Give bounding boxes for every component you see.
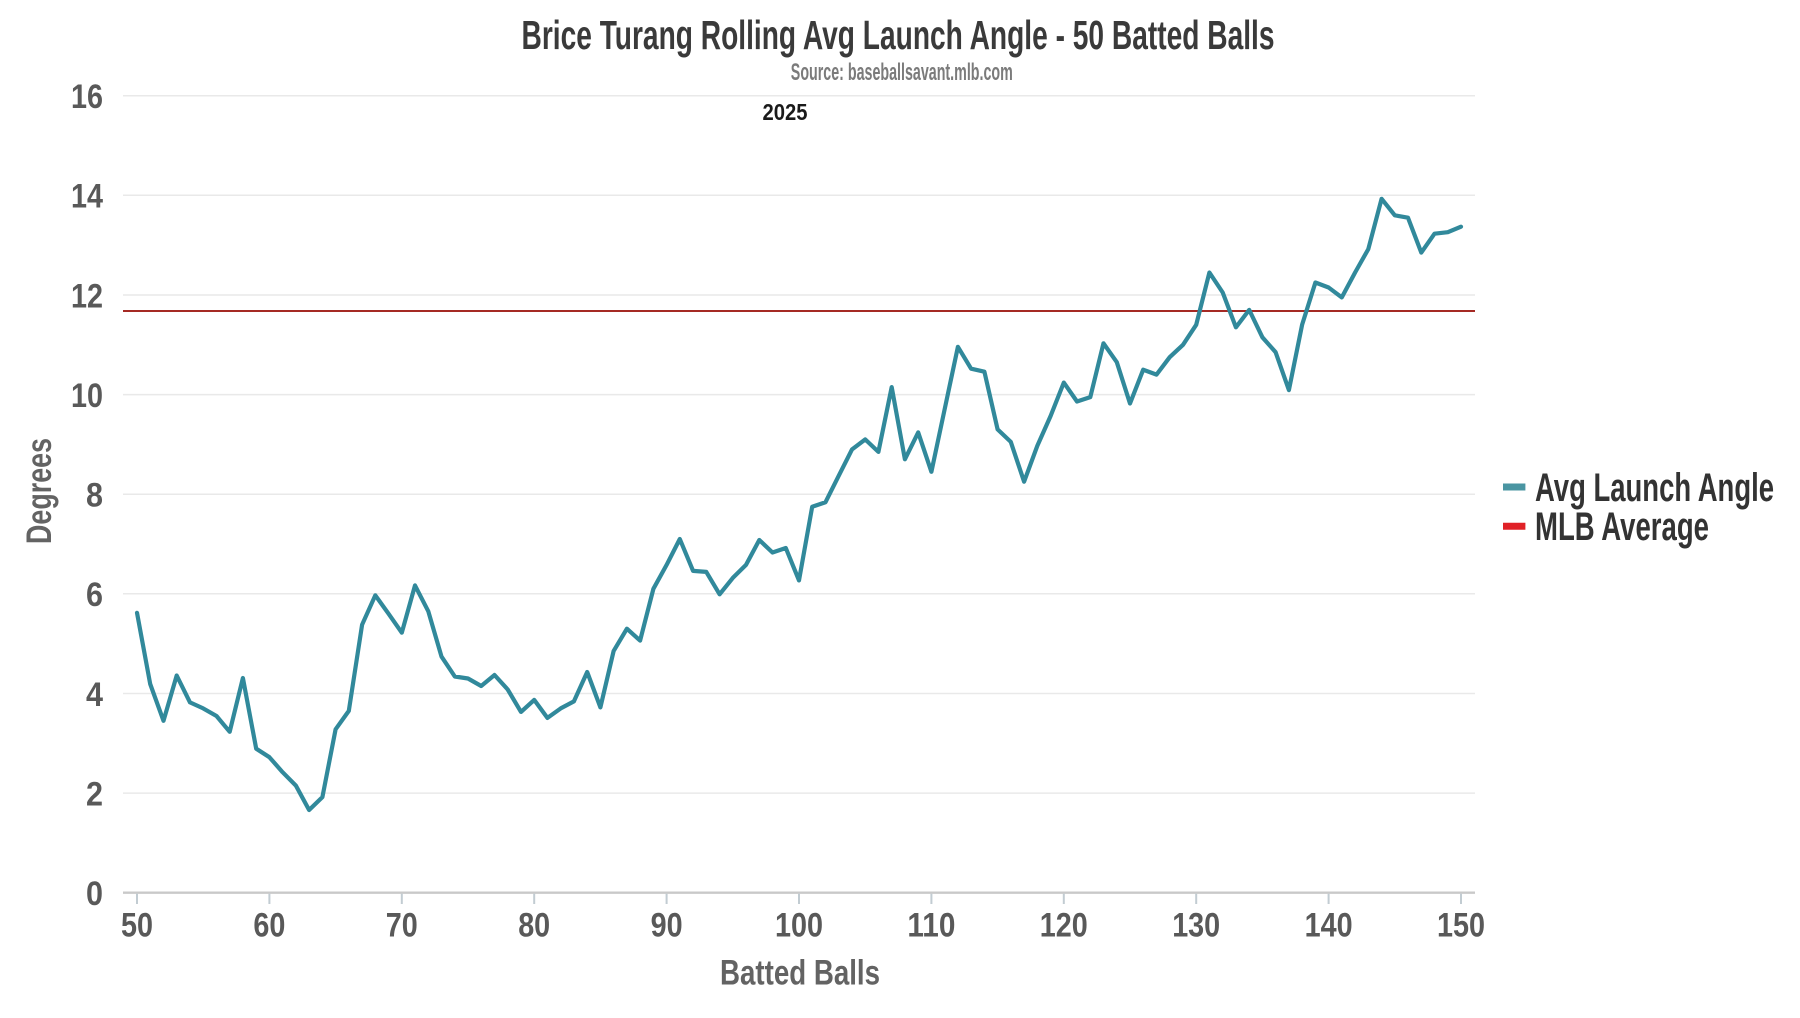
svg-text:4: 4 (86, 676, 103, 714)
svg-text:100: 100 (775, 907, 823, 945)
svg-text:90: 90 (651, 907, 683, 945)
svg-text:Degrees: Degrees (20, 438, 59, 544)
svg-text:2: 2 (86, 775, 103, 813)
svg-text:0: 0 (86, 875, 103, 913)
svg-text:50: 50 (121, 907, 153, 945)
svg-text:6: 6 (86, 576, 103, 614)
svg-text:8: 8 (86, 477, 103, 515)
svg-text:70: 70 (386, 907, 418, 945)
svg-text:14: 14 (71, 178, 103, 216)
svg-text:Batted Balls: Batted Balls (720, 954, 880, 993)
svg-text:60: 60 (253, 907, 285, 945)
svg-text:140: 140 (1305, 907, 1353, 945)
svg-text:12: 12 (71, 277, 103, 315)
svg-text:150: 150 (1437, 907, 1485, 945)
svg-text:120: 120 (1040, 907, 1088, 945)
svg-text:MLB Average: MLB Average (1535, 505, 1709, 549)
svg-text:Source: baseballsavant.mlb.com: Source: baseballsavant.mlb.com (791, 59, 1013, 86)
svg-text:10: 10 (71, 377, 103, 415)
svg-text:16: 16 (71, 78, 103, 116)
svg-text:130: 130 (1172, 907, 1220, 945)
svg-text:80: 80 (518, 907, 550, 945)
svg-text:Brice Turang Rolling Avg Launc: Brice Turang Rolling Avg Launch Angle - … (522, 12, 1275, 58)
svg-text:2025: 2025 (763, 99, 808, 125)
svg-text:110: 110 (907, 907, 955, 945)
svg-text:Avg Launch Angle: Avg Launch Angle (1535, 466, 1774, 510)
